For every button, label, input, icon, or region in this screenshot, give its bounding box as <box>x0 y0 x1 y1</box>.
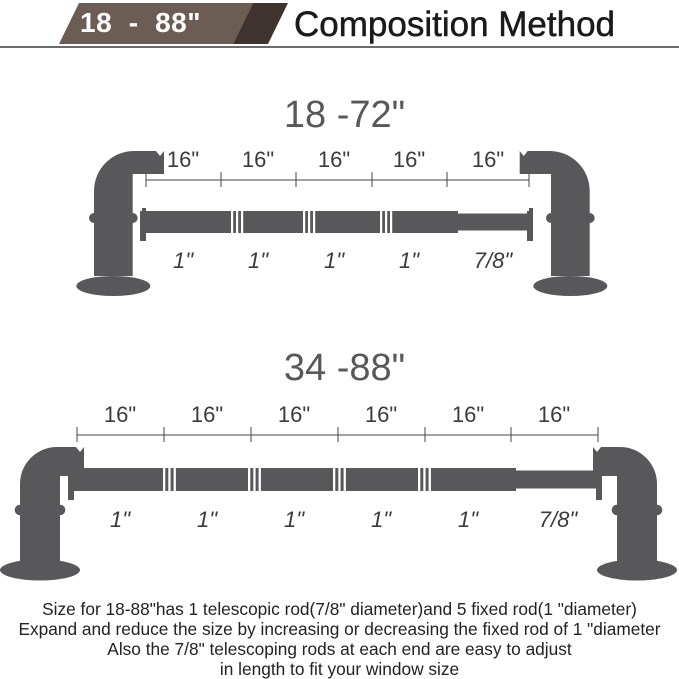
svg-text:16": 16" <box>393 147 425 172</box>
svg-text:1": 1" <box>110 507 131 532</box>
svg-text:16": 16" <box>538 402 570 427</box>
svg-text:16": 16" <box>472 147 504 172</box>
svg-text:16": 16" <box>191 402 223 427</box>
svg-text:1": 1" <box>371 507 392 532</box>
svg-text:1": 1" <box>197 507 218 532</box>
svg-text:7/8": 7/8" <box>539 507 579 532</box>
svg-text:1": 1" <box>458 507 479 532</box>
svg-text:16": 16" <box>365 402 397 427</box>
svg-text:1": 1" <box>324 248 345 273</box>
svg-text:16": 16" <box>167 147 199 172</box>
svg-text:16": 16" <box>104 402 136 427</box>
svg-text:16": 16" <box>452 402 484 427</box>
svg-text:1": 1" <box>399 248 420 273</box>
svg-text:1": 1" <box>248 248 269 273</box>
svg-text:7/8": 7/8" <box>474 248 514 273</box>
svg-text:1": 1" <box>284 507 305 532</box>
svg-text:16": 16" <box>278 402 310 427</box>
svg-text:1": 1" <box>173 248 194 273</box>
svg-text:16": 16" <box>242 147 274 172</box>
svg-text:16": 16" <box>318 147 350 172</box>
